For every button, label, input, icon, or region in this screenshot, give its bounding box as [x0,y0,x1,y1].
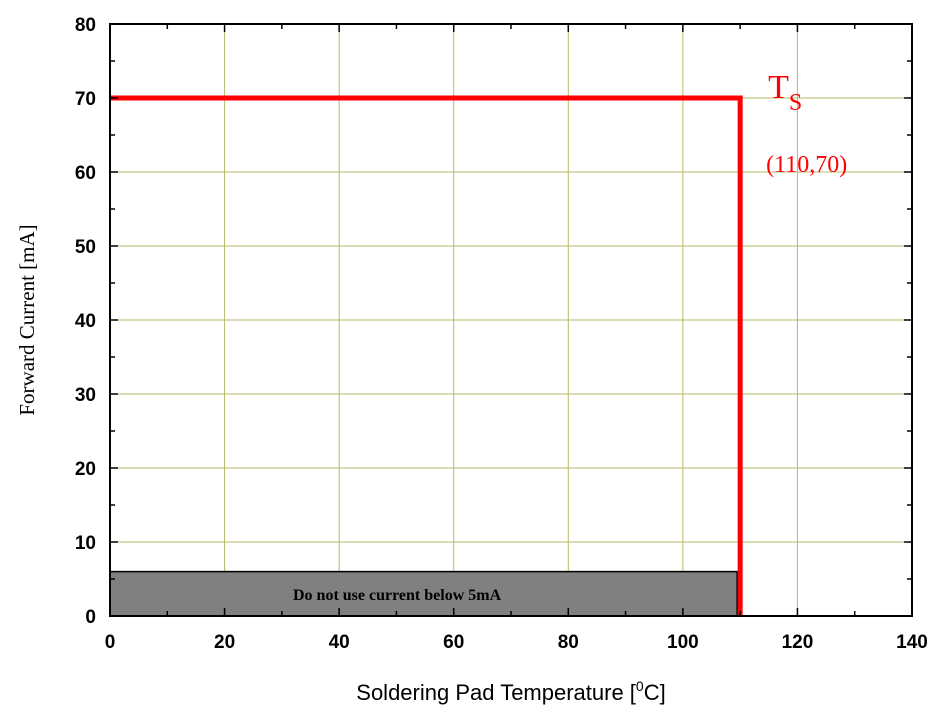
x-tick-label-100: 100 [667,632,699,653]
y-tick-label-0: 0 [85,607,96,628]
y-tick-label-80: 80 [75,15,96,36]
ts-annotation-subscript: S [789,90,802,116]
ts-annotation: TS [768,69,802,116]
x-tick-label-140: 140 [896,632,928,653]
low-current-band-label: Do not use current below 5mA [293,587,502,604]
point-coordinates-annotation: (110,70) [766,152,847,178]
x-axis-label-text: Soldering Pad Temperature [ [356,680,636,705]
x-axis-label: Soldering Pad Temperature [0C] [356,678,665,705]
y-tick-labels: 0 10 20 30 40 50 60 70 80 [75,15,96,628]
axis-ticks [109,23,913,617]
x-axis-label-unit-superscript: 0 [636,678,644,694]
x-tick-label-120: 120 [782,632,814,653]
y-axis-label: Forward Current [mA] [15,224,39,415]
y-tick-label-30: 30 [75,385,96,406]
x-tick-labels: 0 20 40 60 80 100 120 140 [105,632,928,653]
y-tick-label-10: 10 [75,533,96,554]
y-tick-label-50: 50 [75,237,96,258]
x-tick-label-60: 60 [443,632,464,653]
x-tick-label-40: 40 [329,632,350,653]
ts-annotation-main: T [768,69,789,106]
y-tick-label-20: 20 [75,459,96,480]
low-current-band [109,570,738,617]
x-tick-label-20: 20 [214,632,235,653]
series-line-max-current [110,95,743,616]
x-tick-label-0: 0 [105,632,116,653]
y-tick-label-60: 60 [75,163,96,184]
y-tick-label-70: 70 [75,89,96,110]
x-axis-label-unit: C] [644,680,666,705]
y-tick-label-40: 40 [75,311,96,332]
x-tick-label-80: 80 [558,632,579,653]
